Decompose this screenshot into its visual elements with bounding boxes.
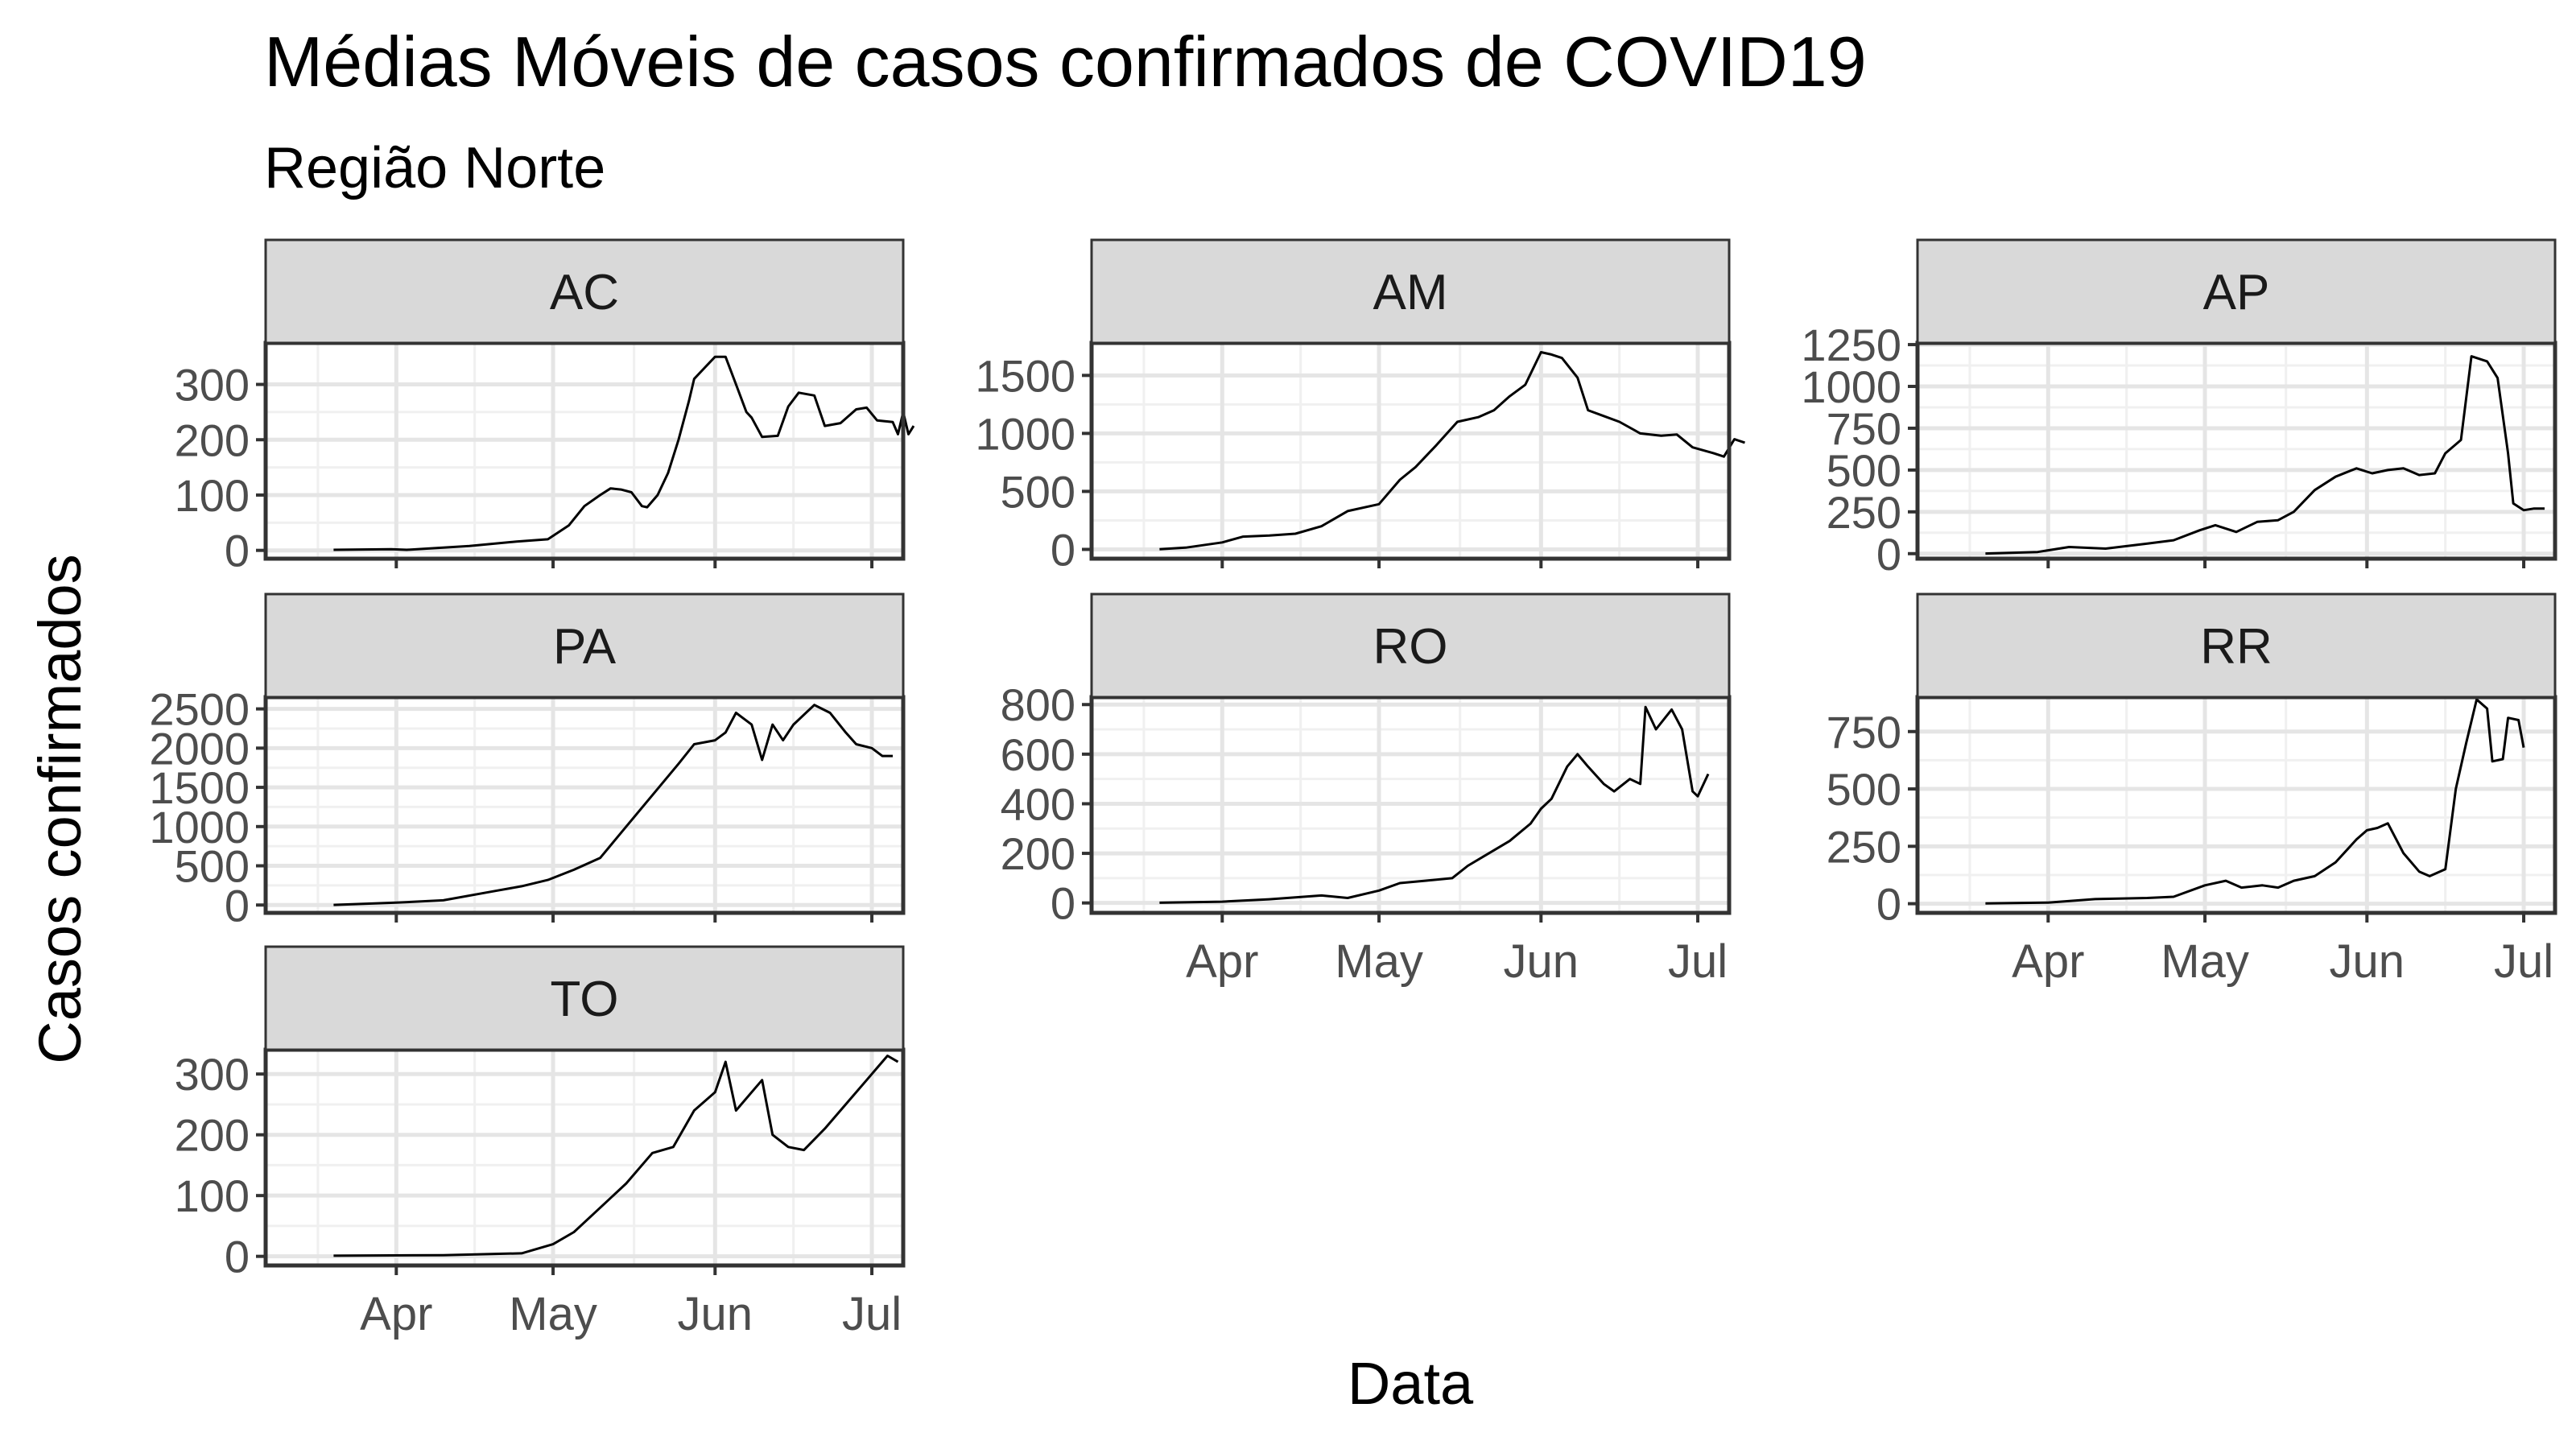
- facet-strip: [264, 592, 905, 699]
- facet-strip-label: TO: [551, 972, 619, 1027]
- x-tick-label: Jul: [1668, 935, 1728, 988]
- y-tick-label: 1000: [149, 802, 250, 852]
- series-line-ro: [1159, 705, 1710, 904]
- facet-am: AM 0 500 1000 1500: [975, 238, 1745, 575]
- series-line-ap: [1985, 355, 2545, 555]
- facet-strip-label: AP: [2203, 265, 2270, 320]
- panel-background: [266, 343, 903, 559]
- y-tick-label: 2000: [149, 723, 250, 774]
- x-tick-label: Jul: [842, 1288, 902, 1340]
- series-line-rr: [1985, 698, 2525, 905]
- facet-strip-label: RO: [1373, 619, 1448, 675]
- y-tick-label: 0: [1876, 529, 1901, 580]
- y-tick-label: 750: [1827, 707, 1901, 758]
- y-tick-label: 250: [1827, 487, 1901, 538]
- facet-rr: RR 0 250 500 750 Apr May Jun Jul: [1827, 592, 2557, 988]
- facet-strip: [264, 238, 905, 345]
- y-tick-label: 2500: [149, 684, 250, 735]
- y-tick-label: 0: [1876, 879, 1901, 930]
- y-tick-label: 1000: [1801, 361, 1901, 412]
- x-tick-label: Apr: [2012, 935, 2084, 988]
- y-tick-label: 250: [1827, 821, 1901, 872]
- y-tick-label: 0: [225, 1232, 250, 1282]
- y-tick-label: 1500: [975, 350, 1075, 401]
- panel-background: [1918, 343, 2555, 559]
- facet-strip-label: AM: [1373, 265, 1448, 320]
- y-tick-label: 100: [175, 470, 250, 521]
- y-axis-title: Casos confirmados: [27, 554, 93, 1063]
- y-tick-label: 0: [1051, 878, 1075, 929]
- y-tick-label: 0: [225, 526, 250, 576]
- facet-strip: [1090, 238, 1731, 345]
- y-tick-label: 200: [175, 1110, 250, 1161]
- x-tick-label: Apr: [360, 1288, 432, 1340]
- panel-background: [1918, 697, 2555, 913]
- y-tick-label: 300: [175, 360, 250, 411]
- x-tick-label: Jul: [2494, 935, 2553, 988]
- x-tick-label: May: [1335, 935, 1423, 988]
- y-tick-label: 500: [175, 841, 250, 892]
- chart-subtitle: Região Norte: [264, 136, 606, 200]
- y-tick-label: 750: [1827, 403, 1901, 454]
- x-tick-label: May: [2161, 935, 2249, 988]
- series-line-pa: [333, 704, 893, 906]
- x-axis-title: Data: [1348, 1350, 1474, 1417]
- x-tick-label: Jun: [678, 1288, 753, 1340]
- y-tick-label: 500: [1001, 466, 1075, 517]
- y-tick-label: 1000: [975, 408, 1075, 459]
- y-tick-label: 1250: [1801, 320, 1901, 370]
- facet-to: TO 0 100 200 300 Apr May Jun Jul: [175, 945, 906, 1340]
- panel-background: [266, 1050, 903, 1265]
- y-tick-label: 300: [175, 1049, 250, 1100]
- panel-background: [1092, 343, 1729, 559]
- y-tick-label: 200: [1001, 828, 1075, 879]
- y-tick-label: 100: [175, 1170, 250, 1221]
- chart-title: Médias Móveis de casos confirmados de CO…: [264, 22, 1867, 101]
- y-tick-label: 400: [1001, 778, 1075, 829]
- facet-strip: [1916, 592, 2557, 699]
- y-tick-label: 500: [1827, 445, 1901, 496]
- facet-strip-label: AC: [550, 265, 619, 320]
- y-tick-label: 200: [175, 415, 250, 465]
- facet-strip: [264, 945, 905, 1051]
- y-tick-label: 0: [1051, 524, 1075, 575]
- y-tick-label: 500: [1827, 764, 1901, 815]
- panel-background: [266, 697, 903, 913]
- series-line-ac: [333, 355, 915, 551]
- x-tick-label: Jun: [1504, 935, 1579, 988]
- y-tick-label: 1500: [149, 762, 250, 813]
- facet-strip: [1090, 592, 1731, 699]
- facets: AC0100200300AM050010001500AP025050075010…: [149, 238, 2557, 1340]
- facet-strip: [1916, 238, 2557, 345]
- x-tick-label: Apr: [1186, 935, 1258, 988]
- facet-strip-label: RR: [2200, 619, 2273, 675]
- y-tick-label: 0: [225, 880, 250, 931]
- y-tick-label: 600: [1001, 729, 1075, 780]
- facet-strip-label: PA: [553, 619, 617, 675]
- series-line-am: [1159, 351, 1745, 551]
- x-tick-label: May: [509, 1288, 597, 1340]
- series-line-to: [333, 1055, 899, 1257]
- x-tick-label: Jun: [2330, 935, 2405, 988]
- y-tick-label: 800: [1001, 679, 1075, 730]
